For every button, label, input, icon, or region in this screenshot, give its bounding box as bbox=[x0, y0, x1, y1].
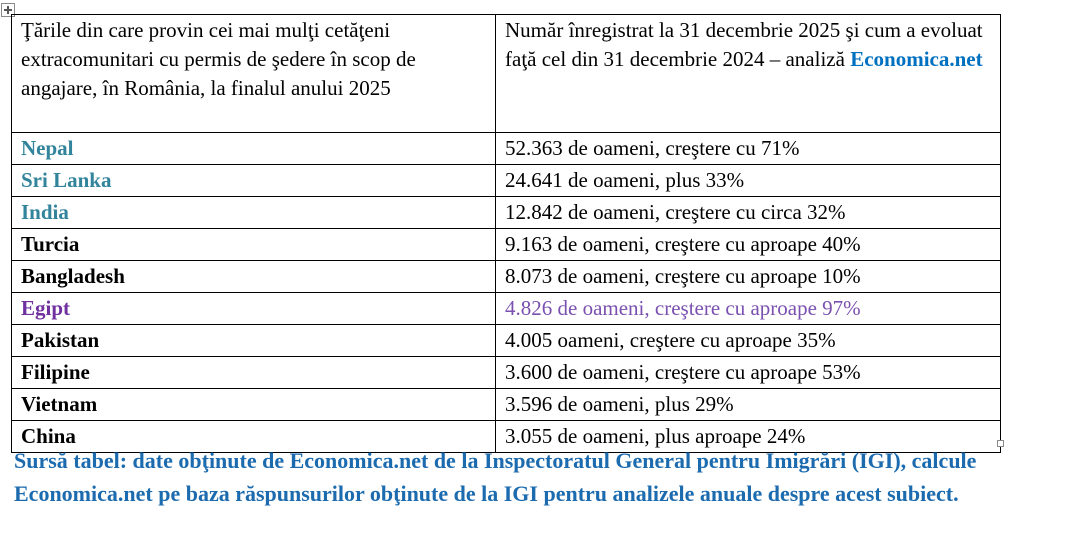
table-row-sri-lanka: Sri Lanka 24.641 de oameni, plus 33% bbox=[11, 164, 1001, 197]
value-cell: 12.842 de oameni, creştere cu circa 32% bbox=[495, 196, 1001, 229]
country-cell: Nepal bbox=[11, 132, 496, 165]
table-row-turcia: Turcia 9.163 de oameni, creştere cu apro… bbox=[11, 228, 1001, 261]
header-numbers-text: Număr înregistrat la 31 decembrie 2025 ş… bbox=[505, 18, 983, 71]
table-row-pakistan: Pakistan 4.005 oameni, creştere cu aproa… bbox=[11, 324, 1001, 357]
value-cell: 52.363 de oameni, creştere cu 71% bbox=[495, 132, 1001, 165]
economica-net-link[interactable]: Economica.net bbox=[850, 47, 983, 71]
country-cell: Vietnam bbox=[11, 388, 496, 421]
country-cell: Turcia bbox=[11, 228, 496, 261]
value-cell: 3.596 de oameni, plus 29% bbox=[495, 388, 1001, 421]
value-cell: 24.641 de oameni, plus 33% bbox=[495, 164, 1001, 197]
source-note: Sursă tabel: date obţinute de Economica.… bbox=[14, 448, 977, 506]
table-row-nepal: Nepal 52.363 de oameni, creştere cu 71% bbox=[11, 132, 1001, 165]
value-cell: 3.600 de oameni, creştere cu aproape 53% bbox=[495, 356, 1001, 389]
value-cell: 9.163 de oameni, creştere cu aproape 40% bbox=[495, 228, 1001, 261]
header-countries-cell: Ţările din care provin cei mai mulţi cet… bbox=[11, 14, 496, 133]
table-row-egipt: Egipt 4.826 de oameni, creştere cu aproa… bbox=[11, 292, 1001, 325]
value-cell: 3.055 de oameni, plus aproape 24% bbox=[495, 420, 1001, 453]
country-cell: Pakistan bbox=[11, 324, 496, 357]
table-row-india: India 12.842 de oameni, creştere cu circ… bbox=[11, 196, 1001, 229]
table-move-handle-icon[interactable] bbox=[1, 3, 15, 17]
table-row-filipine: Filipine 3.600 de oameni, creştere cu ap… bbox=[11, 356, 1001, 389]
move-cross-vertical bbox=[7, 6, 9, 14]
country-cell: Egipt bbox=[11, 292, 496, 325]
value-cell: 4.005 oameni, creştere cu aproape 35% bbox=[495, 324, 1001, 357]
country-cell: China bbox=[11, 420, 496, 453]
country-cell: Sri Lanka bbox=[11, 164, 496, 197]
immigration-table: Ţările din care provin cei mai mulţi cet… bbox=[11, 14, 1001, 453]
table-row-bangladesh: Bangladesh 8.073 de oameni, creştere cu … bbox=[11, 260, 1001, 293]
table-resize-handle[interactable] bbox=[997, 440, 1004, 447]
country-cell: India bbox=[11, 196, 496, 229]
value-cell: 8.073 de oameni, creştere cu aproape 10% bbox=[495, 260, 1001, 293]
country-cell: Filipine bbox=[11, 356, 496, 389]
table-header-row: Ţările din care provin cei mai mulţi cet… bbox=[11, 14, 1001, 133]
table-row-vietnam: Vietnam 3.596 de oameni, plus 29% bbox=[11, 388, 1001, 421]
header-numbers-cell: Număr înregistrat la 31 decembrie 2025 ş… bbox=[495, 14, 1001, 133]
table-row-china: China 3.055 de oameni, plus aproape 24% bbox=[11, 420, 1001, 453]
value-cell: 4.826 de oameni, creştere cu aproape 97% bbox=[495, 292, 1001, 325]
country-cell: Bangladesh bbox=[11, 260, 496, 293]
